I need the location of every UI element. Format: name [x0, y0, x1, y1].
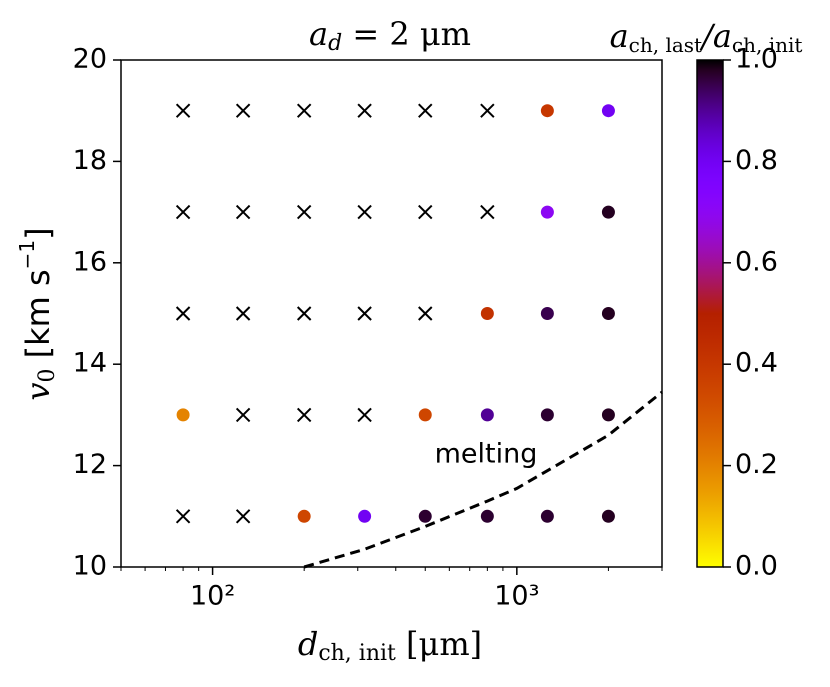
cross-marker [235, 407, 251, 423]
scatter-point [176, 408, 190, 422]
scatter-point [540, 307, 554, 320]
colorbar-tick-label: 0.4 [735, 348, 778, 379]
scatter-point [540, 509, 554, 523]
y-tick-label: 18 [73, 145, 107, 176]
x-tick-label: 10³ [494, 581, 539, 612]
cross-marker [418, 204, 433, 220]
x-tick-label: 10² [190, 581, 235, 612]
cross-marker [296, 407, 312, 423]
cross-marker [418, 306, 433, 321]
colorbar-label: ach, last/ach, init [610, 17, 803, 57]
cross-marker [418, 103, 433, 118]
colorbar-tick-label: 0.0 [735, 551, 778, 582]
cross-marker [357, 103, 372, 118]
cross-marker [357, 306, 372, 321]
scatter-point [540, 408, 554, 422]
cross-marker [480, 103, 495, 118]
scatter-point [601, 408, 615, 422]
cross-marker [235, 509, 251, 524]
scatter-point [601, 104, 615, 118]
cross-marker [175, 204, 191, 220]
scatter-point [601, 509, 615, 523]
scatter-point [418, 509, 432, 523]
y-tick-label: 16 [73, 246, 107, 277]
y-tick-label: 20 [73, 44, 107, 75]
cross-marker [357, 407, 372, 423]
plot-area [120, 59, 663, 568]
scatter-point [358, 509, 372, 523]
cross-marker [235, 103, 251, 118]
melting-curve [303, 390, 663, 569]
scatter-point [540, 205, 554, 219]
y-tick-label: 12 [73, 449, 107, 480]
chart-title: ad = 2 μm [309, 15, 471, 57]
cross-marker [175, 509, 191, 524]
scatter-point [601, 205, 615, 219]
x-axis-label: dch, init [μm] [298, 625, 482, 667]
colorbar-tick-label: 0.6 [735, 246, 778, 277]
annotation: melting [435, 439, 538, 470]
cross-marker [357, 204, 372, 220]
y-tick-label: 10 [73, 551, 107, 582]
cross-marker [235, 204, 251, 220]
colorbar-tick-label: 0.2 [735, 449, 778, 480]
scatter-point [480, 509, 494, 523]
scatter-point [540, 104, 554, 118]
y-tick-label: 14 [73, 348, 107, 379]
cross-marker [296, 103, 312, 118]
cross-marker [235, 306, 251, 321]
cross-marker [296, 204, 312, 220]
colorbar [696, 59, 724, 568]
cross-marker [175, 306, 191, 321]
scatter-point [418, 408, 432, 422]
scatter-point [297, 509, 311, 523]
scatter-point [480, 307, 494, 320]
colorbar-tick-label: 1.0 [735, 44, 778, 75]
cross-marker [296, 306, 312, 321]
scatter-point [601, 307, 615, 320]
cross-marker [175, 103, 191, 118]
scatter-point [480, 408, 494, 422]
cross-marker [480, 204, 495, 220]
y-axis-label: v0 [km s−1] [15, 227, 61, 400]
colorbar-tick-label: 0.8 [735, 145, 778, 176]
